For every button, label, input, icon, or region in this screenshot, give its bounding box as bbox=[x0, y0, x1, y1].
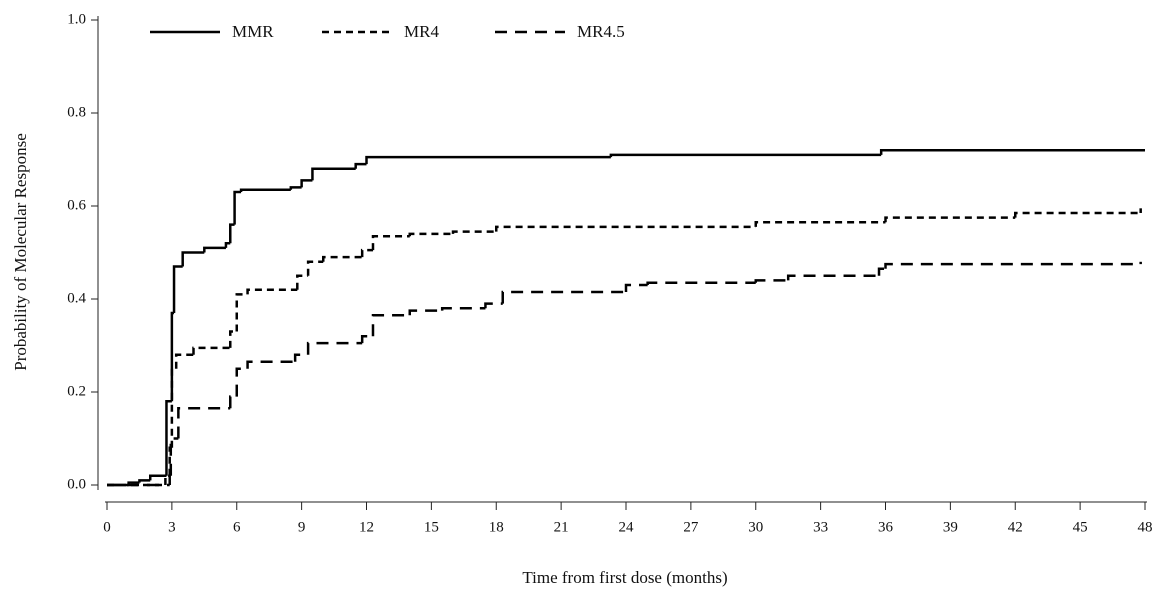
curve-step bbox=[138, 479, 151, 483]
curve-step bbox=[884, 216, 1016, 223]
curve-step bbox=[360, 334, 373, 344]
curve-step bbox=[884, 262, 1141, 269]
y-tick-label: 0.8 bbox=[67, 104, 86, 120]
curve-step bbox=[289, 186, 302, 190]
x-tick-label: 18 bbox=[489, 519, 504, 535]
y-tick-label: 0.6 bbox=[67, 197, 86, 213]
curve-step bbox=[501, 290, 626, 304]
x-tick-label: 39 bbox=[943, 519, 958, 535]
curve-step bbox=[440, 307, 486, 311]
x-tick-label: 30 bbox=[748, 519, 763, 535]
curve-step bbox=[322, 255, 363, 262]
x-axis-label: Time from first dose (months) bbox=[522, 568, 727, 587]
curve-step bbox=[484, 302, 503, 309]
x-tick-label: 48 bbox=[1138, 519, 1153, 535]
curve-step bbox=[229, 395, 237, 409]
curve-step bbox=[408, 232, 453, 237]
curve-step bbox=[754, 221, 886, 227]
curve-step bbox=[170, 311, 175, 402]
curve-step bbox=[311, 167, 356, 181]
curve-step bbox=[149, 474, 167, 481]
curve-step bbox=[170, 367, 177, 448]
x-tick-label: 27 bbox=[683, 519, 699, 535]
legend-label: MR4 bbox=[404, 22, 439, 41]
curve-step bbox=[624, 283, 648, 293]
curve-step bbox=[451, 230, 497, 234]
curve-step bbox=[306, 341, 363, 355]
x-tick-label: 15 bbox=[424, 519, 439, 535]
x-tick-label: 24 bbox=[619, 519, 635, 535]
x-tick-label: 42 bbox=[1008, 519, 1023, 535]
curve-step bbox=[192, 346, 231, 355]
curve-step bbox=[371, 234, 410, 251]
y-tick-label: 0.2 bbox=[67, 383, 86, 399]
x-tick-label: 45 bbox=[1073, 519, 1088, 535]
legend-label: MR4.5 bbox=[577, 22, 625, 41]
curve-step bbox=[246, 288, 298, 295]
curve-step bbox=[229, 330, 237, 348]
curve-step bbox=[754, 279, 789, 283]
curve-step bbox=[879, 148, 1145, 155]
curve-step bbox=[181, 251, 205, 267]
curve-step bbox=[360, 248, 373, 258]
curve-step bbox=[306, 260, 324, 276]
y-axis-label: Probability of Molecular Response bbox=[11, 133, 30, 371]
x-tick-label: 21 bbox=[554, 519, 569, 535]
legend-label: MMR bbox=[232, 22, 274, 41]
curve-step bbox=[646, 281, 756, 286]
curve-step bbox=[174, 353, 194, 369]
curve-step bbox=[786, 274, 880, 281]
curve-step bbox=[164, 474, 170, 485]
curve-step bbox=[495, 225, 756, 232]
curve-step bbox=[293, 353, 309, 362]
curve-step bbox=[354, 162, 367, 169]
curve-step bbox=[203, 246, 226, 253]
x-tick-label: 36 bbox=[878, 519, 894, 535]
curve-step bbox=[169, 437, 179, 476]
curve-step bbox=[1014, 211, 1141, 218]
y-tick-label: 1.0 bbox=[67, 11, 86, 27]
curve-step bbox=[365, 155, 611, 165]
x-tick-label: 0 bbox=[103, 519, 111, 535]
x-tick-label: 33 bbox=[813, 519, 828, 535]
curve-step bbox=[296, 274, 309, 290]
y-tick-label: 0.4 bbox=[67, 290, 86, 306]
curve-step bbox=[172, 265, 183, 313]
curve-step bbox=[229, 223, 235, 244]
curve-step bbox=[371, 314, 410, 337]
x-tick-label: 3 bbox=[168, 519, 176, 535]
curve-step bbox=[177, 407, 231, 439]
curve-step bbox=[165, 400, 172, 476]
curve-step bbox=[239, 188, 291, 193]
curve-step bbox=[300, 179, 313, 188]
curve-step bbox=[877, 267, 886, 276]
curve-step bbox=[246, 360, 296, 369]
y-tick-label: 0.0 bbox=[67, 476, 86, 492]
x-tick-label: 12 bbox=[359, 519, 374, 535]
curve-step bbox=[224, 241, 231, 248]
x-tick-label: 6 bbox=[233, 519, 241, 535]
curve-step bbox=[609, 153, 882, 158]
curve-step bbox=[235, 293, 248, 332]
curve-step bbox=[168, 474, 171, 485]
curve-step bbox=[408, 309, 443, 316]
x-tick-label: 9 bbox=[298, 519, 306, 535]
curve-step bbox=[235, 367, 248, 397]
curve-step bbox=[233, 190, 242, 225]
